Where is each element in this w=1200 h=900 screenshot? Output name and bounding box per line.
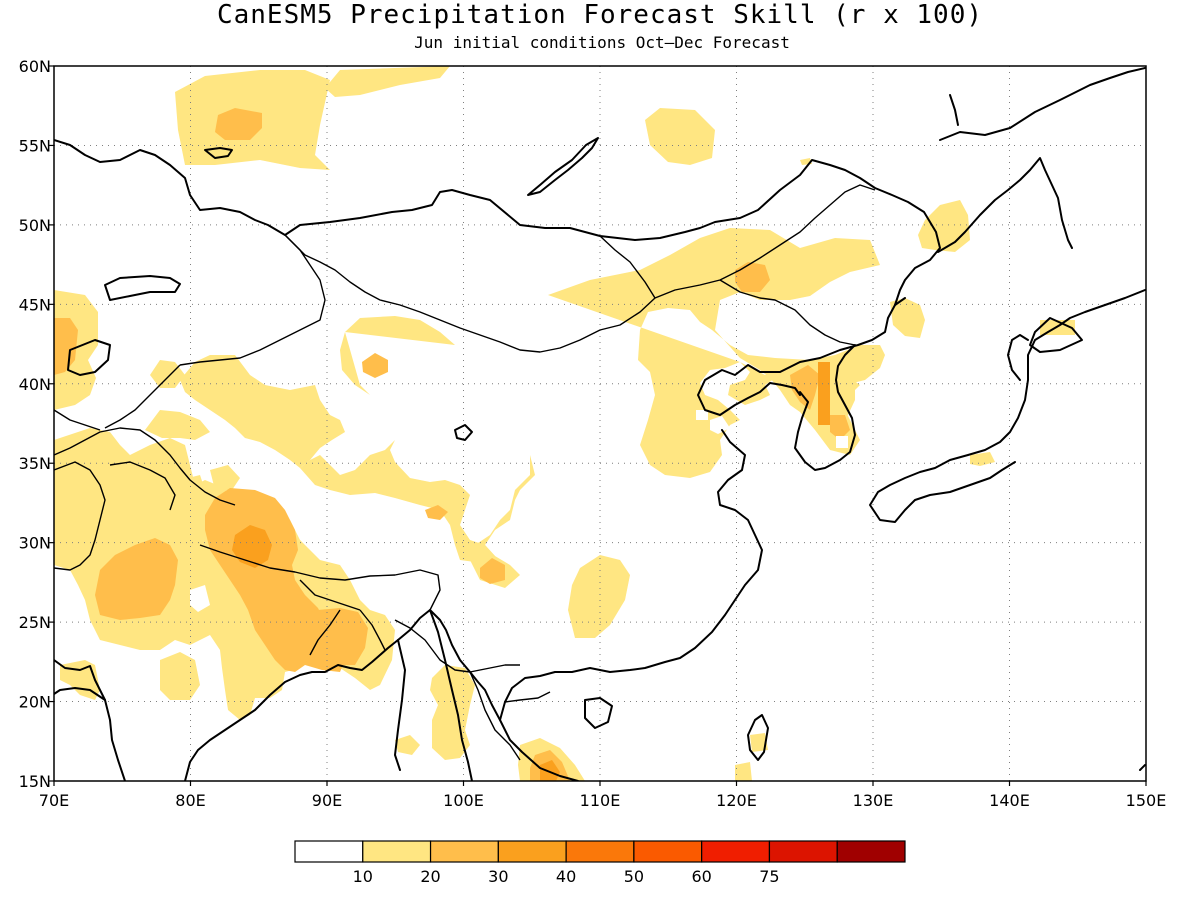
skill-contour-30-40 — [232, 362, 830, 781]
y-tick-label: 50N — [19, 216, 51, 235]
colorbar-swatch — [768, 840, 838, 863]
map-subtitle: Jun initial conditions Oct–Dec Forecast — [414, 33, 790, 52]
x-tick-label: 140E — [989, 791, 1030, 810]
y-tick-label: 25N — [19, 613, 51, 632]
colorbar-swatch — [429, 840, 499, 863]
skill-shading — [54, 66, 1075, 781]
y-tick-label: 15N — [19, 772, 51, 791]
colorbar-swatch — [362, 840, 432, 863]
colorbar-swatch — [565, 840, 635, 863]
colorbar-swatch — [294, 840, 364, 863]
colorbar-label: 10 — [353, 867, 373, 886]
x-tick-label: 90E — [312, 791, 342, 810]
map-frame — [53, 65, 1147, 782]
map-title: CanESM5 Precipitation Forecast Skill (r … — [216, 0, 984, 30]
y-tick-label: 30N — [19, 534, 51, 553]
x-tick-label: 110E — [580, 791, 621, 810]
y-tick-label: 55N — [19, 136, 51, 155]
y-tick-label: 35N — [19, 454, 51, 473]
colorbar-swatch — [633, 840, 703, 863]
coordinate-grid — [54, 66, 1146, 781]
missing-data-gaps — [190, 410, 848, 612]
y-tick-label: 60N — [19, 57, 51, 76]
colorbar-label: 75 — [759, 867, 779, 886]
colorbar-swatch — [497, 840, 567, 863]
x-tick-label: 130E — [853, 791, 894, 810]
colorbar-label: 30 — [488, 867, 508, 886]
skill-contour-10-20 — [54, 66, 1075, 781]
x-tick-label: 100E — [443, 791, 484, 810]
colorbar-label: 60 — [691, 867, 711, 886]
colorbar-swatch — [701, 840, 771, 863]
x-tick-label: 70E — [39, 791, 69, 810]
colorbar-label: 40 — [556, 867, 576, 886]
colorbar-swatch — [836, 840, 906, 863]
longitude-axis: 70E 80E 90E 100E 110E 120E 130E 140E 150E — [39, 781, 1167, 810]
x-tick-label: 80E — [175, 791, 205, 810]
x-tick-label: 150E — [1126, 791, 1167, 810]
y-tick-label: 40N — [19, 375, 51, 394]
colorbar-label: 50 — [624, 867, 644, 886]
coastlines — [54, 67, 1146, 781]
y-tick-label: 45N — [19, 295, 51, 314]
colorbar-label: 20 — [420, 867, 440, 886]
colorbar: 10 20 30 40 50 60 75 — [294, 840, 906, 886]
y-tick-label: 20N — [19, 693, 51, 712]
latitude-axis: 60N 55N 50N 45N 40N 35N 30N 25N 20N 15N — [19, 57, 54, 791]
country-borders — [54, 184, 876, 761]
x-tick-label: 120E — [716, 791, 757, 810]
